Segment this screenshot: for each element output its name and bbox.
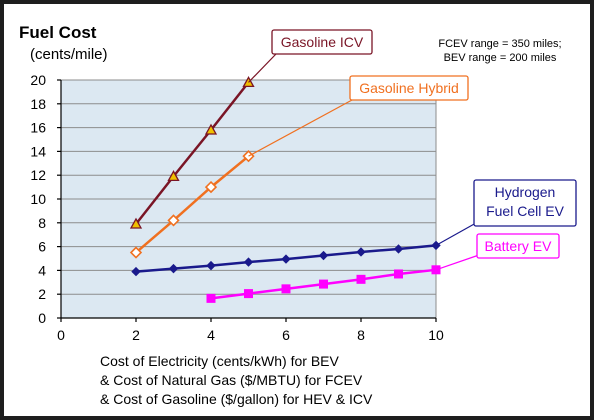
data-point [131, 266, 141, 277]
series-label: Fuel Cell EV [486, 203, 564, 219]
x-tick-label: 2 [132, 327, 140, 343]
data-point [204, 123, 218, 135]
series-label: Battery EV [485, 238, 553, 254]
callout-gasoline-icv: Gasoline ICV [248, 29, 373, 83]
callout-gasoline-hybrid: Gasoline Hybrid [248, 75, 469, 157]
x-axis-label-line-1: Cost of Electricity (cents/kWh) for BEV [100, 353, 339, 369]
data-point [167, 214, 180, 227]
callout-leader [435, 254, 480, 271]
data-point [243, 257, 254, 267]
y-tick-labels: 0 2 4 6 8 10 12 14 16 18 20 [30, 72, 61, 326]
chart-title: Fuel Cost [19, 23, 97, 42]
data-point [129, 246, 143, 259]
y-tick-label: 4 [38, 262, 46, 278]
data-point [167, 170, 180, 182]
data-point [206, 260, 216, 271]
callout-box [349, 75, 469, 101]
y-tick-label: 14 [30, 143, 46, 159]
y-tick-label: 20 [30, 72, 46, 88]
callout-leader [248, 99, 353, 157]
callout-hydrogen-fuel-cell-ev: Hydrogen Fuel Cell EV [435, 179, 577, 246]
x-tick-labels: 0 2 4 6 8 10 [57, 318, 444, 343]
data-point [356, 274, 366, 284]
series-battery-ev [206, 265, 441, 303]
y-tick-label: 12 [30, 167, 46, 183]
y-tick-label: 8 [38, 215, 46, 231]
x-axis-label-line-3: & Cost of Gasoline ($/gallon) for HEV & … [100, 391, 373, 407]
x-tick-label: 10 [428, 327, 444, 343]
callout-box [271, 29, 373, 55]
data-point [281, 254, 291, 264]
series-line [135, 81, 250, 225]
series-layer [129, 76, 441, 303]
range-note-line-2: BEV range = 200 miles [444, 52, 557, 64]
callout-leader [248, 53, 277, 83]
series-callouts: Gasoline ICV Gasoline Hybrid Hydrogen Fuel … [248, 29, 577, 271]
data-point [244, 289, 253, 299]
y-tick-label: 6 [38, 239, 46, 255]
data-point [281, 284, 291, 294]
y-tick-label: 16 [30, 120, 46, 136]
x-tick-label: 4 [207, 327, 215, 343]
data-point [204, 180, 218, 194]
data-point [318, 250, 329, 261]
callout-box [476, 233, 560, 259]
data-point [206, 293, 216, 303]
callout-battery-ev: Battery EV [435, 233, 560, 271]
series-label: Hydrogen [495, 184, 556, 200]
data-point [393, 244, 404, 254]
data-point [168, 263, 179, 274]
data-point [319, 279, 328, 289]
data-point [356, 247, 366, 257]
series-label: Gasoline ICV [281, 34, 364, 50]
range-note-line-1: FCEV range = 350 miles; [438, 38, 561, 50]
series-line [135, 155, 250, 254]
y-tick-label: 10 [30, 191, 46, 207]
x-tick-label: 6 [282, 327, 290, 343]
callout-leader [435, 222, 477, 246]
series-gasoline-hybrid [129, 150, 255, 259]
data-point [129, 217, 143, 229]
series-hydrogen-fuel-cell-ev [131, 240, 441, 277]
x-tick-label: 8 [357, 327, 365, 343]
x-tick-label: 0 [57, 327, 65, 343]
data-point [394, 269, 403, 279]
y-tick-label: 2 [38, 286, 46, 302]
y-tick-label: 0 [38, 310, 46, 326]
callout-box [473, 179, 577, 227]
series-label: Gasoline Hybrid [359, 80, 459, 96]
chart-subtitle: (cents/mile) [30, 46, 108, 63]
x-axis-label-line-2: & Cost of Natural Gas ($/MBTU) for FCEV [100, 372, 363, 388]
y-tick-label: 18 [30, 96, 46, 112]
